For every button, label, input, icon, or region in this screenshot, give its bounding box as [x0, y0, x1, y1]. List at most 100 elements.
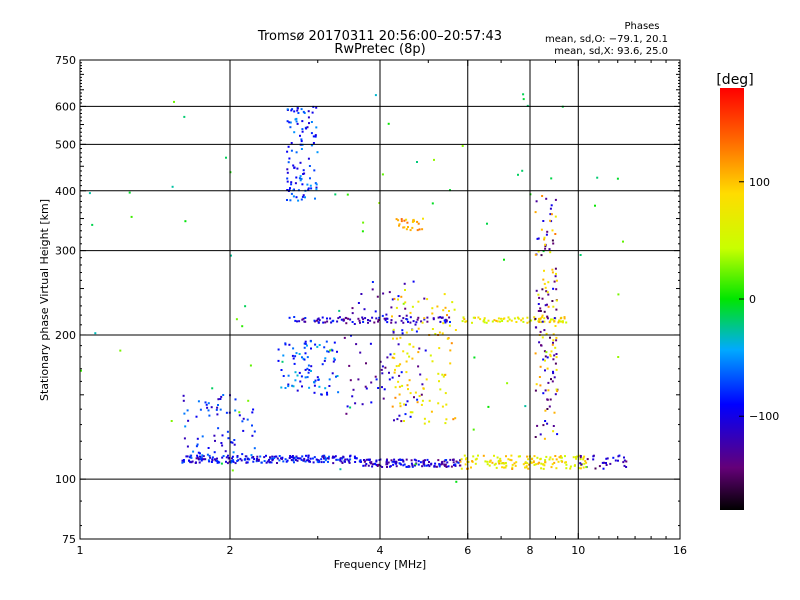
data-point — [367, 321, 369, 324]
data-point — [539, 433, 542, 436]
data-point — [428, 465, 431, 468]
data-point — [555, 279, 558, 282]
data-point — [536, 237, 539, 240]
data-point — [460, 467, 463, 470]
data-point — [508, 318, 511, 321]
data-point — [363, 308, 366, 311]
data-point — [378, 463, 381, 466]
data-point — [332, 456, 335, 459]
data-point — [299, 380, 302, 383]
data-point — [400, 220, 403, 223]
data-point — [443, 293, 446, 296]
data-point — [307, 456, 310, 459]
data-point — [215, 408, 218, 411]
data-point — [496, 456, 499, 459]
data-point — [432, 317, 435, 320]
data-point — [463, 454, 466, 457]
data-point — [344, 460, 346, 463]
data-point — [421, 465, 424, 468]
data-point — [294, 456, 297, 459]
data-point — [304, 352, 307, 355]
data-point — [448, 324, 451, 327]
data-point — [540, 228, 543, 231]
data-point — [489, 460, 492, 463]
data-point — [400, 218, 403, 221]
data-point — [524, 461, 527, 464]
data-point — [431, 312, 434, 315]
data-point — [185, 455, 188, 458]
data-point — [549, 353, 552, 356]
data-point — [211, 387, 214, 390]
data-point — [454, 417, 457, 420]
data-point — [311, 457, 314, 460]
data-point — [397, 219, 400, 222]
data-point — [433, 465, 436, 468]
data-point — [391, 356, 394, 359]
data-point — [438, 331, 441, 334]
data-point — [403, 420, 405, 422]
data-point — [530, 461, 533, 464]
data-point — [288, 457, 291, 459]
data-point — [459, 459, 461, 462]
data-point — [195, 415, 198, 418]
data-point — [533, 463, 536, 466]
data-point — [549, 213, 552, 216]
data-point — [119, 349, 122, 352]
data-point — [428, 420, 431, 423]
data-point — [294, 379, 297, 382]
data-point — [307, 364, 310, 367]
data-point — [402, 317, 405, 320]
data-point — [422, 462, 425, 465]
data-point — [404, 289, 406, 291]
data-point — [565, 467, 568, 470]
data-point — [327, 350, 330, 353]
data-point — [197, 457, 200, 460]
data-point — [554, 198, 557, 201]
data-point — [239, 457, 242, 460]
data-point — [299, 161, 302, 164]
data-point — [362, 321, 365, 323]
data-point — [303, 358, 306, 361]
data-point — [542, 278, 545, 281]
data-point — [310, 365, 313, 368]
data-point — [517, 173, 519, 176]
data-point — [324, 459, 327, 462]
data-point — [214, 439, 216, 442]
data-point — [381, 372, 384, 375]
data-point — [460, 458, 463, 461]
data-point — [408, 465, 411, 468]
data-point — [424, 459, 426, 462]
data-point — [622, 240, 624, 243]
data-point — [273, 455, 276, 458]
data-point — [546, 408, 549, 410]
data-point — [541, 297, 544, 300]
data-point — [91, 223, 94, 226]
data-point — [542, 220, 545, 222]
data-point — [552, 430, 555, 433]
data-point — [548, 405, 551, 408]
data-point — [293, 362, 296, 365]
data-point — [579, 455, 582, 457]
data-point — [543, 350, 546, 353]
data-point — [326, 391, 328, 394]
data-point — [348, 461, 351, 464]
colorbar-label: [deg] — [716, 72, 753, 88]
data-point — [430, 463, 433, 466]
data-point — [409, 411, 412, 414]
data-point — [455, 460, 458, 463]
data-point — [596, 176, 599, 179]
data-point — [290, 142, 293, 144]
data-point — [482, 454, 485, 457]
data-point — [540, 344, 542, 347]
data-point — [452, 418, 455, 421]
data-point — [493, 319, 496, 322]
data-point — [308, 369, 311, 371]
data-point — [365, 387, 368, 390]
data-point — [511, 466, 514, 469]
data-point — [276, 462, 278, 464]
data-point — [248, 458, 251, 461]
data-point — [296, 122, 299, 125]
data-point — [217, 427, 220, 430]
data-point — [333, 341, 336, 344]
data-point — [388, 291, 391, 294]
